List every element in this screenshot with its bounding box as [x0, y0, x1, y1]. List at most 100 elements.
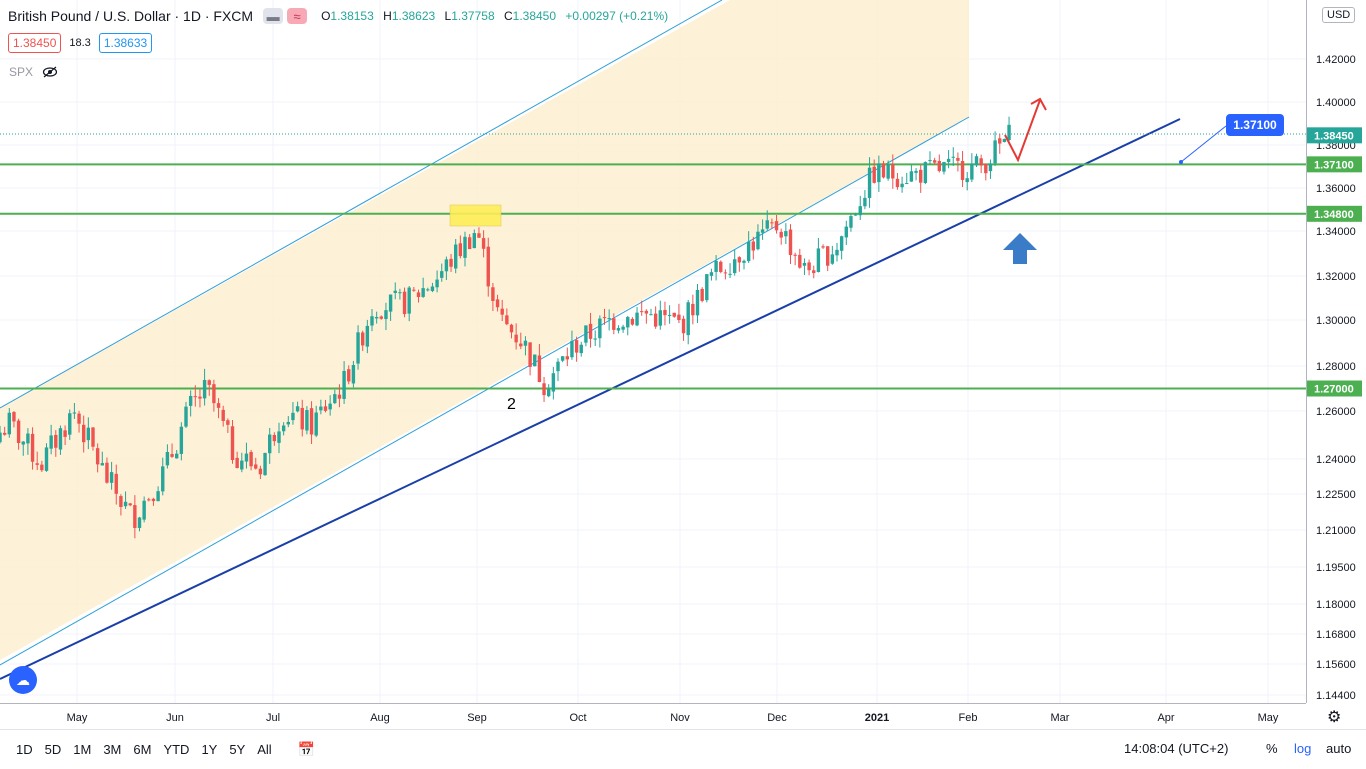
level-price-label-bg: [1307, 380, 1362, 397]
candle: [398, 288, 402, 300]
candle: [356, 325, 360, 370]
candle-body: [477, 233, 481, 238]
range-button-1m[interactable]: 1M: [73, 742, 92, 757]
candle: [765, 210, 769, 231]
candle-body: [960, 161, 965, 180]
level-price-label: 1.27000: [1314, 384, 1354, 396]
candle-body: [602, 317, 607, 319]
candle: [658, 300, 662, 330]
range-button-6m[interactable]: 6M: [133, 742, 152, 757]
candle: [430, 282, 435, 293]
price-chart[interactable]: 2 1.37100 1.420001.400001.380001.360001.…: [0, 0, 1366, 729]
candle-body: [635, 312, 639, 326]
sell-price-button[interactable]: 1.38450: [8, 33, 62, 53]
candle-body: [323, 406, 328, 411]
range-button-5d[interactable]: 5D: [44, 742, 62, 757]
range-button-3m[interactable]: 3M: [103, 742, 122, 757]
candle: [491, 283, 495, 311]
range-buttons: 1D 5D 1M 3M 6M YTD 1Y 5Y All: [10, 742, 278, 757]
candle: [198, 388, 202, 408]
candle: [598, 315, 602, 348]
eye-off-icon[interactable]: [42, 66, 58, 78]
gear-icon[interactable]: ⚙: [1327, 709, 1342, 726]
range-button-ytd[interactable]: YTD: [163, 742, 190, 757]
candle-body: [123, 501, 128, 507]
candle-body: [547, 389, 551, 397]
candle-body: [998, 138, 1002, 144]
tradingview-logo-icon[interactable]: ☁: [9, 666, 37, 694]
candle-body: [35, 463, 39, 465]
candle-body: [30, 433, 35, 462]
candle-body: [258, 468, 263, 475]
candle: [272, 432, 277, 446]
calendar-icon[interactable]: 📅: [297, 741, 316, 757]
candle-body: [574, 340, 579, 353]
candle: [640, 300, 644, 316]
candle: [500, 299, 504, 322]
candle-body: [984, 163, 988, 174]
candle-body: [886, 164, 890, 179]
candle-body: [207, 380, 211, 385]
candle-body: [7, 412, 11, 435]
candle: [547, 384, 551, 398]
log-toggle[interactable]: log: [1294, 741, 1312, 756]
candle-body: [235, 457, 239, 469]
currency-label[interactable]: USD: [1322, 7, 1356, 23]
candle-body: [858, 206, 862, 216]
callout-text: 1.37100: [1233, 118, 1277, 132]
candle: [835, 242, 839, 262]
candle-body: [942, 162, 946, 172]
percent-toggle[interactable]: %: [1266, 741, 1278, 756]
candle-body: [82, 424, 86, 443]
candle: [853, 212, 858, 216]
range-button-1d[interactable]: 1D: [16, 742, 33, 757]
candle: [147, 497, 151, 502]
auto-toggle[interactable]: auto: [1326, 741, 1352, 756]
candle-body: [21, 441, 25, 445]
candle-body: [793, 254, 797, 256]
candle-body: [774, 221, 779, 231]
candle-body: [416, 292, 421, 298]
candle-body: [244, 453, 249, 462]
candle: [440, 263, 444, 282]
range-button-all[interactable]: All: [257, 742, 272, 757]
candle-body: [328, 403, 332, 410]
candle: [816, 237, 821, 273]
range-button-1y[interactable]: 1Y: [201, 742, 218, 757]
candle: [770, 218, 774, 229]
candle-body: [374, 317, 379, 319]
callout-leader: [1180, 125, 1227, 163]
clock-time[interactable]: 14:08:04 (UTC+2): [1124, 741, 1229, 756]
candle: [365, 319, 370, 354]
compare-icon[interactable]: ≈: [287, 8, 308, 24]
candle-body: [616, 328, 621, 331]
candle-body: [412, 289, 416, 291]
candle-body: [509, 324, 514, 333]
candle: [802, 258, 807, 276]
range-button-5y[interactable]: 5Y: [229, 742, 246, 757]
candle: [1002, 138, 1007, 143]
candle: [523, 336, 528, 356]
candle: [793, 252, 797, 266]
candle-body: [695, 289, 700, 316]
candle: [426, 287, 430, 292]
channel-upper-line: [0, 0, 723, 409]
symbol-title[interactable]: British Pound / U.S. Dollar · 1D · FXCM: [8, 8, 254, 24]
buy-price-button[interactable]: 1.38633: [98, 33, 153, 53]
open-value: 1.38153: [330, 9, 374, 23]
indicator-label[interactable]: SPX: [9, 65, 34, 79]
candle-body: [816, 248, 821, 273]
candle: [323, 399, 328, 413]
candle: [788, 224, 793, 265]
candle-body: [658, 310, 662, 326]
candle: [7, 408, 11, 438]
candle: [709, 268, 714, 281]
candle: [21, 440, 25, 456]
y-tick-label: 1.24000: [1316, 454, 1356, 466]
candle: [914, 168, 918, 181]
candle: [556, 358, 560, 382]
y-tick-label: 1.19500: [1316, 562, 1356, 574]
candle-body: [495, 299, 500, 308]
minimize-legend-icon[interactable]: ▬: [263, 8, 284, 24]
candle-body: [226, 420, 230, 425]
